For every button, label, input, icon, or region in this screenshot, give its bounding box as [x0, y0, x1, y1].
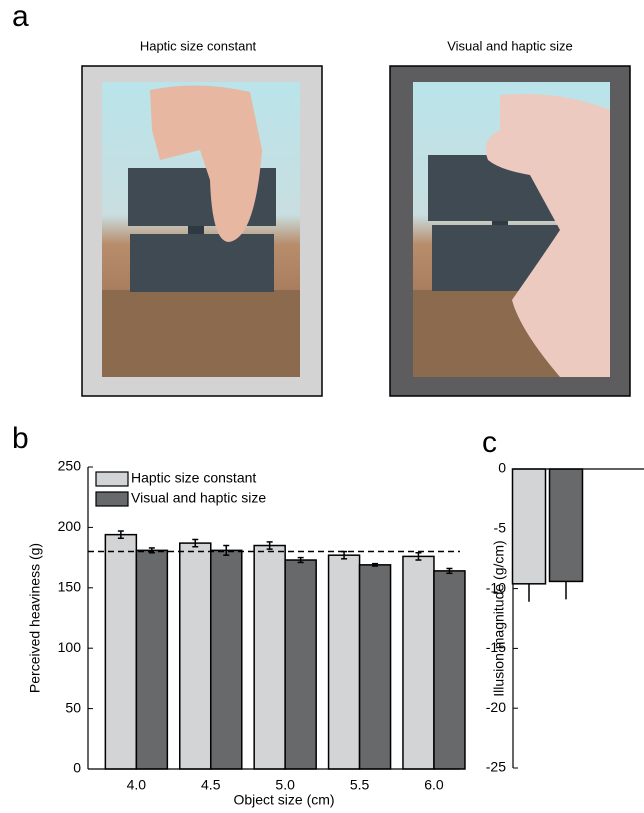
bar — [358, 564, 392, 770]
photo-title: Haptic size constant — [140, 38, 257, 53]
y-tick-label: 50 — [65, 699, 81, 715]
y-tick-label: 100 — [58, 639, 82, 655]
y-tick-label: -25 — [486, 759, 506, 775]
y-tick-label: -10 — [486, 579, 506, 595]
y-tick-label: -5 — [494, 520, 507, 536]
legend-label: Haptic size constant — [131, 470, 256, 486]
panel-label: b — [12, 422, 29, 455]
y-tick-label: -20 — [486, 699, 506, 715]
bar — [511, 468, 547, 585]
legend-swatch — [95, 491, 129, 507]
bar — [210, 549, 243, 770]
bar — [327, 554, 361, 770]
y-tick-label: 200 — [58, 518, 82, 534]
x-tick-label: 6.0 — [424, 777, 444, 793]
bar — [135, 549, 169, 770]
photo-title: Visual and haptic size — [447, 38, 573, 53]
panel-label: c — [482, 426, 497, 459]
y-tick-label: -15 — [486, 639, 506, 655]
y-axis-label: Perceived heaviness (g) — [27, 543, 43, 693]
bar — [284, 559, 317, 770]
legend-label: Visual and haptic size — [131, 490, 266, 506]
bar — [104, 533, 138, 770]
bar — [253, 544, 286, 770]
x-axis-label: Object size (cm) — [233, 792, 334, 808]
legend-swatch — [95, 471, 129, 487]
bar — [179, 542, 212, 770]
y-tick-label: 0 — [73, 760, 81, 776]
bar — [548, 468, 584, 583]
photo — [389, 65, 631, 397]
x-tick-label: 4.5 — [201, 777, 221, 793]
x-tick-label: 4.0 — [127, 777, 147, 793]
y-axis-label: Illusion magnitude (g/cm) — [491, 540, 507, 696]
y-tick-label: 150 — [58, 579, 82, 595]
bar — [433, 570, 466, 770]
y-tick-label: 0 — [498, 460, 506, 476]
y-tick-label: 250 — [58, 458, 82, 474]
x-tick-label: 5.5 — [350, 777, 370, 793]
x-tick-label: 5.0 — [275, 777, 295, 793]
bar — [402, 555, 435, 770]
panel-label: a — [12, 0, 29, 33]
photo — [81, 65, 323, 397]
